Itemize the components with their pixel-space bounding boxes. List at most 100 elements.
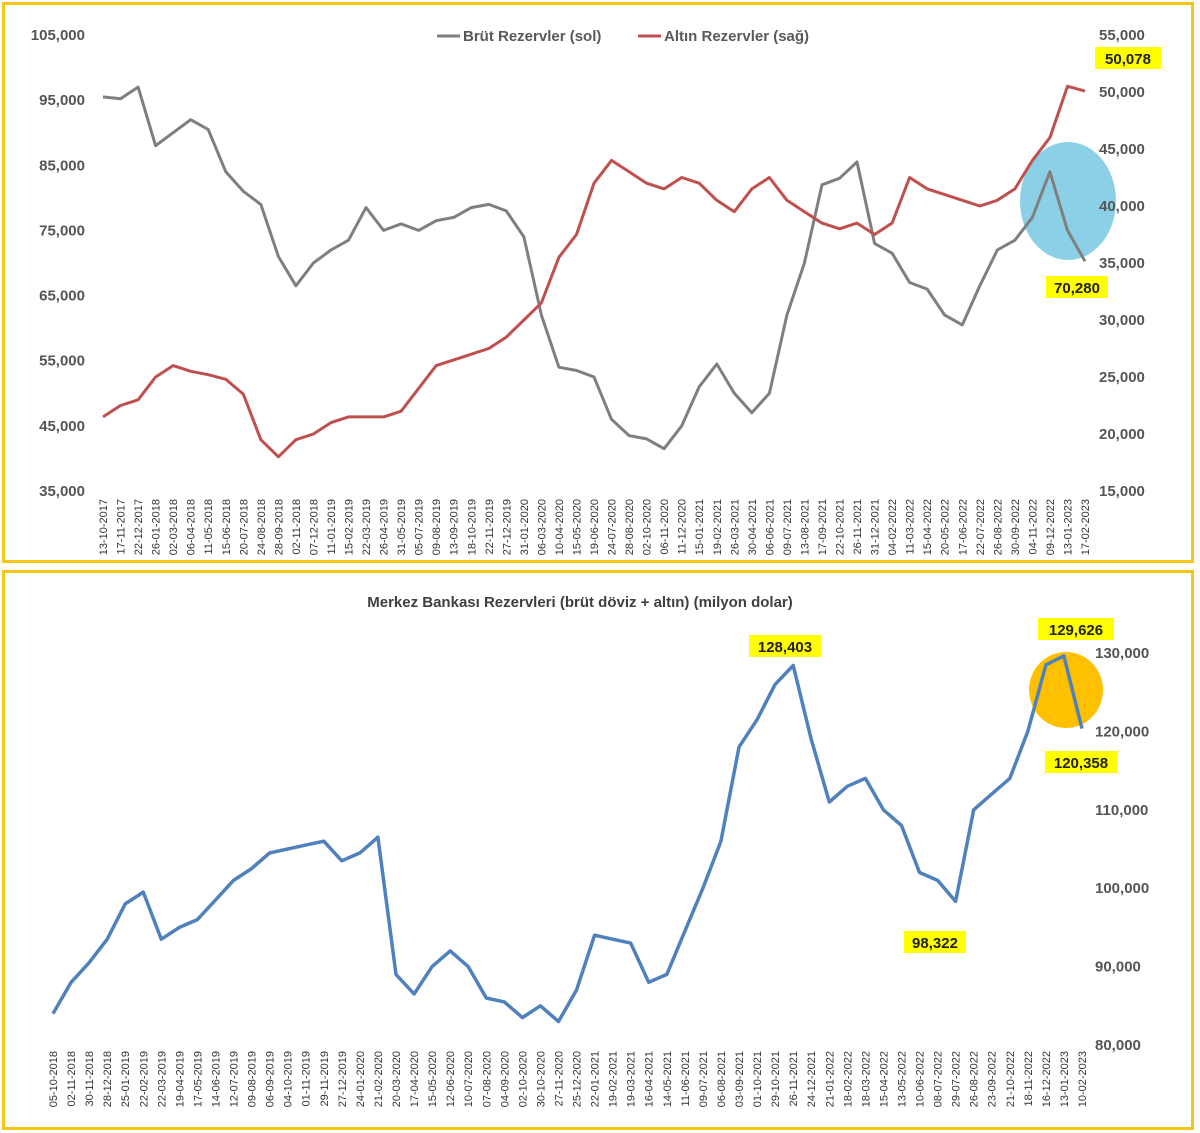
x-tick-label: 22-10-2021 <box>835 499 847 555</box>
right-y-axis: 15,000 20,000 25,000 30,000 35,000 40,000 45,0… <box>1099 27 1145 500</box>
x-tick-label: 03-09-2021 <box>734 1051 746 1107</box>
x-tick-label: 24-01-2020 <box>355 1051 367 1107</box>
callout-peak-2023: 129,626 <box>1038 618 1114 640</box>
x-tick-label: 13-09-2019 <box>449 499 461 555</box>
x-tick-label: 22-01-2021 <box>590 1051 602 1107</box>
y-tick-label-right: 55,000 <box>1099 27 1145 44</box>
callout-bg <box>1046 276 1108 298</box>
legend-label-gold: Altın Rezervler (sağ) <box>664 28 809 45</box>
x-tick-label: 18-03-2022 <box>860 1051 872 1107</box>
y-tick-label-left: 85,000 <box>39 157 85 174</box>
x-tick-label: 29-07-2022 <box>951 1051 963 1107</box>
x-tick-label: 20-03-2020 <box>391 1051 403 1107</box>
y-tick-label: 130,000 <box>1095 645 1149 662</box>
y-tick-label-right: 35,000 <box>1099 255 1145 272</box>
y-tick-label: 110,000 <box>1095 802 1148 819</box>
x-tick-label: 30-04-2021 <box>747 499 759 555</box>
x-tick-label: 30-11-2018 <box>84 1051 96 1106</box>
x-tick-label: 30-09-2022 <box>1010 499 1022 555</box>
x-tick-label: 02-11-2018 <box>291 499 303 554</box>
x-tick-label: 07-12-2018 <box>308 499 320 555</box>
x-tick-label: 10-06-2022 <box>915 1051 927 1107</box>
x-tick-label: 23-09-2022 <box>987 1051 999 1107</box>
x-tick-label: 28-09-2018 <box>273 499 285 555</box>
y-axis: 80,000 90,000 100,000 110,000 120,000 130,000 <box>1095 645 1149 1054</box>
x-tick-label: 28-12-2018 <box>102 1051 114 1107</box>
x-tick-label: 15-02-2019 <box>344 499 356 555</box>
bottom-chart-panel: Merkez Bankası Rezervleri (brüt döviz + … <box>2 570 1194 1130</box>
x-tick-label: 08-07-2022 <box>933 1051 945 1107</box>
callout-value: 70,280 <box>1054 280 1100 297</box>
x-tick-label: 09-07-2021 <box>698 1051 710 1107</box>
bottom-chart: Merkez Bankası Rezervleri (brüt döviz + … <box>48 594 1149 1107</box>
x-tick-label: 19-04-2019 <box>174 1051 186 1107</box>
callout-bg <box>749 635 821 657</box>
x-tick-label: 31-05-2019 <box>396 499 408 555</box>
x-tick-label: 04-11-2022 <box>1027 499 1039 554</box>
y-tick-label-right: 20,000 <box>1099 426 1145 443</box>
y-tick-label-right: 40,000 <box>1099 198 1145 215</box>
x-tick-label: 19-02-2021 <box>608 1051 620 1107</box>
x-axis: 13-10-2017 17-11-2017 22-12-2017 26-01-2018… <box>98 499 1092 555</box>
y-tick-label: 90,000 <box>1095 959 1141 976</box>
series-line-total-reserves <box>51 654 1084 1024</box>
x-tick-label: 31-12-2021 <box>870 499 882 555</box>
x-tick-label: 26-08-2022 <box>969 1051 981 1107</box>
x-tick-label: 17-04-2020 <box>409 1051 421 1107</box>
x-tick-label: 15-01-2021 <box>694 499 706 555</box>
y-tick-label: 100,000 <box>1095 880 1149 897</box>
x-tick-label: 18-10-2019 <box>466 499 478 555</box>
x-tick-label: 19-06-2020 <box>589 499 601 555</box>
x-tick-label: 17-09-2021 <box>817 499 829 555</box>
x-tick-label: 15-05-2020 <box>427 1051 439 1107</box>
y-tick-label-right: 45,000 <box>1099 141 1145 158</box>
x-tick-label: 09-08-2019 <box>431 499 443 555</box>
x-tick-label: 31-01-2020 <box>519 499 531 555</box>
x-tick-label: 10-02-2023 <box>1077 1051 1089 1107</box>
x-tick-label: 15-06-2018 <box>221 499 233 555</box>
x-tick-label: 27-12-2019 <box>501 499 513 555</box>
left-y-axis: 35,000 45,000 55,000 65,000 75,000 85,000 95,0… <box>31 27 85 500</box>
x-tick-label: 04-09-2020 <box>499 1051 511 1107</box>
x-tick-label: 09-08-2019 <box>247 1051 259 1107</box>
callout-gold-last: 50,078 <box>1095 47 1161 69</box>
x-tick-label: 22-03-2019 <box>361 499 373 555</box>
x-tick-label: 22-03-2019 <box>156 1051 168 1107</box>
x-tick-label: 07-08-2020 <box>481 1051 493 1107</box>
callout-peak-2021: 128,403 <box>749 635 821 657</box>
y-tick-label-right: 15,000 <box>1099 483 1145 500</box>
x-tick-label: 21-02-2020 <box>373 1051 385 1107</box>
x-tick-label: 12-07-2019 <box>229 1051 241 1107</box>
x-tick-label: 09-12-2022 <box>1045 499 1057 555</box>
x-tick-label: 13-05-2022 <box>896 1051 908 1107</box>
x-tick-label: 27-12-2019 <box>337 1051 349 1107</box>
x-tick-label: 15-05-2020 <box>571 499 583 555</box>
x-tick-label: 14-05-2021 <box>662 1051 674 1107</box>
x-tick-label: 26-08-2022 <box>992 499 1004 555</box>
x-tick-label: 25-12-2020 <box>572 1051 584 1107</box>
y-tick-label: 120,000 <box>1095 723 1149 740</box>
x-tick-label: 24-08-2018 <box>256 499 268 555</box>
callout-value: 120,358 <box>1054 755 1108 772</box>
x-tick-label: 22-07-2022 <box>975 499 987 555</box>
x-tick-label: 17-05-2019 <box>192 1051 204 1107</box>
chart-title: Merkez Bankası Rezervleri (brüt döviz + … <box>367 594 793 611</box>
series-line-gross-reserves <box>102 85 1087 451</box>
x-tick-label: 26-11-2021 <box>852 499 864 554</box>
legend: Brüt Rezervler (sol) Altın Rezervler (sa… <box>437 28 809 45</box>
x-tick-label: 10-04-2020 <box>554 499 566 555</box>
x-tick-label: 04-02-2022 <box>887 499 899 555</box>
callout-value: 128,403 <box>758 639 812 656</box>
legend-label-gross: Brüt Rezervler (sol) <box>463 28 601 45</box>
yellow-highlight-ellipse <box>1029 652 1103 728</box>
x-tick-label: 24-12-2021 <box>806 1051 818 1107</box>
callout-low-2022: 98,322 <box>904 931 966 953</box>
x-tick-label: 06-03-2020 <box>536 499 548 555</box>
callout-bg <box>1095 47 1161 69</box>
callout-value: 98,322 <box>912 935 958 952</box>
x-tick-label: 02-10-2020 <box>642 499 654 555</box>
x-tick-label: 11-12-2020 <box>677 499 689 554</box>
x-tick-label: 11-05-2018 <box>203 499 215 554</box>
x-tick-label: 06-08-2021 <box>716 1051 728 1107</box>
y-tick-label-left: 105,000 <box>31 27 85 44</box>
